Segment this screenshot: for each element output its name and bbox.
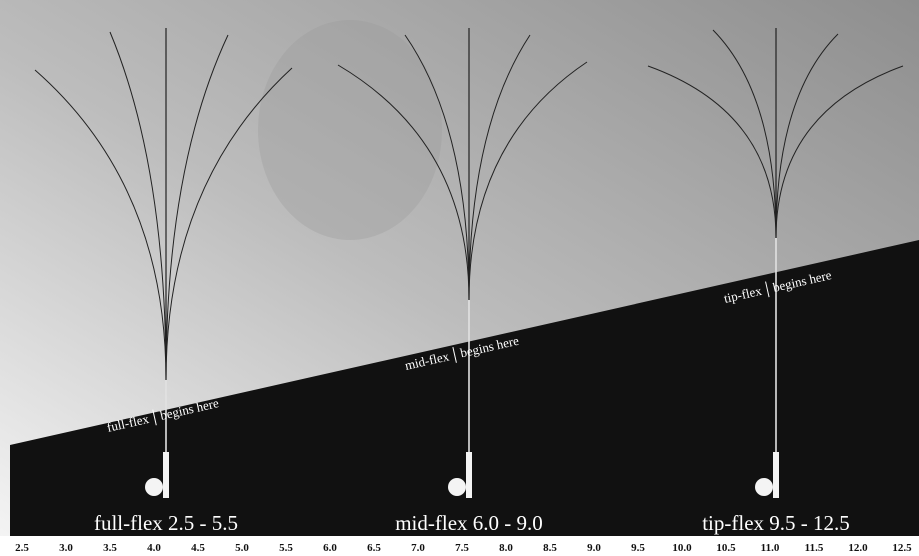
scale-label: 8.0 [499,542,513,554]
rod-bend [712,29,777,239]
scale-label: 8.5 [543,542,557,554]
scale-label: 11.0 [761,542,780,554]
rod-reel [145,478,163,496]
rod-handle [163,452,169,498]
rod-bend [647,65,777,239]
rod-handle [773,452,779,498]
scale-label: 9.0 [587,542,601,554]
rod-bend [404,34,470,301]
rod-bend [34,69,167,381]
scale-label: 6.0 [323,542,337,554]
rod-bend [165,34,229,381]
scale-strip [0,536,919,556]
scale-label: 2.5 [15,542,29,554]
flex-divider [152,409,157,426]
scale-label: 6.5 [367,542,381,554]
scale-label: 4.0 [147,542,161,554]
rod-bend [468,34,531,301]
rod-bend [165,67,293,381]
scale-label: 5.5 [279,542,293,554]
rod-bend [109,31,167,381]
flex-divider [765,281,770,298]
flex-wedge [10,240,919,536]
scale-label: 4.5 [191,542,205,554]
rod-bend [468,61,588,301]
scale-label: 3.0 [59,542,73,554]
scale-label: 9.5 [631,542,645,554]
scale-label: 5.0 [235,542,249,554]
rod-bend [775,33,839,239]
rod-reel [755,478,773,496]
flex-divider [452,347,457,363]
rod-reel [448,478,466,496]
flex-range: mid-flex 6.0 - 9.0 [395,511,543,535]
rod-bend [775,65,904,239]
scale-label: 10.5 [716,542,736,554]
rod-handle [466,452,472,498]
scale-label: 10.0 [672,542,692,554]
flex-range: tip-flex 9.5 - 12.5 [702,511,850,535]
flex-range: full-flex 2.5 - 5.5 [94,511,238,535]
scale-label: 11.5 [805,542,824,554]
scale-label: 12.5 [892,542,912,554]
scale-label: 7.0 [411,542,425,554]
scale-label: 12.0 [848,542,868,554]
scale-label: 3.5 [103,542,117,554]
rod-bend [337,64,470,301]
scale-label: 7.5 [455,542,469,554]
faint-reel [258,20,442,240]
